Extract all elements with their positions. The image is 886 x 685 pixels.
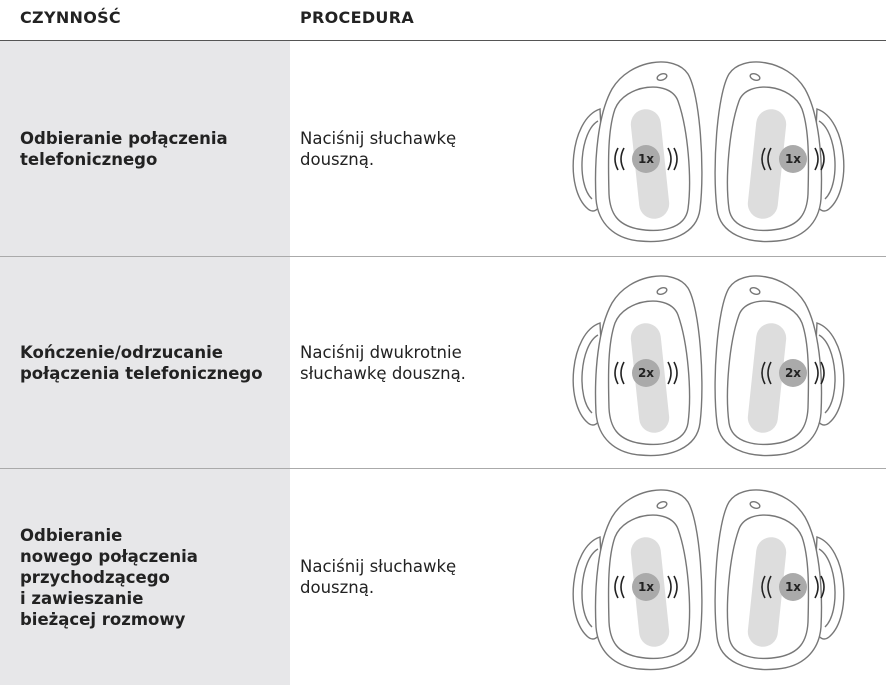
touch-area xyxy=(747,322,787,433)
ear-wing-inner xyxy=(581,548,599,628)
action-line: telefonicznego xyxy=(20,149,158,169)
action-line: połączenia telefonicznego xyxy=(20,363,263,383)
table-row: Odbieranie połączenia telefonicznego Naciś… xyxy=(0,41,886,257)
procedure-line: douszną. xyxy=(300,578,375,597)
action-cell: Odbieranie nowego połączenia przychodząceg… xyxy=(0,469,290,685)
table-row: Kończenie/odrzucanie połączenia telefonic… xyxy=(0,257,886,469)
tap-wave xyxy=(667,361,672,384)
table-header: CZYNNOŚĆ PROCEDURA xyxy=(0,0,886,41)
tap-dot xyxy=(632,144,660,173)
tap-wave xyxy=(614,361,619,384)
tap-wave xyxy=(767,575,772,599)
tap-wave xyxy=(761,575,766,599)
tap-count: 1x xyxy=(638,152,654,166)
action-cell: Odbieranie połączenia telefonicznego xyxy=(0,41,290,256)
tap-wave xyxy=(814,575,819,599)
action-line: Odbieranie xyxy=(20,525,123,545)
tap-count: 1x xyxy=(638,580,654,594)
ear-wing-inner xyxy=(581,333,599,414)
earbud-sensor xyxy=(656,501,668,509)
tap-wave xyxy=(820,361,825,384)
touch-area xyxy=(747,537,787,647)
procedure-cell: Naciśnij dwukrotnie słuchawkę douszną. xyxy=(300,257,550,468)
tap-count: 2x xyxy=(785,366,801,380)
action-cell: Kończenie/odrzucanie połączenia telefonic… xyxy=(0,257,290,468)
tap-wave xyxy=(620,147,625,170)
action-line: nowego połączenia xyxy=(20,546,198,566)
column-header: PROCEDURA xyxy=(300,8,414,27)
procedure-line: douszną. xyxy=(300,149,375,169)
action-line: Kończenie/odrzucanie xyxy=(20,342,223,362)
earbud-shape xyxy=(714,274,845,456)
tap-wave xyxy=(620,575,625,599)
ear-wing-inner xyxy=(818,548,836,628)
tap-wave xyxy=(667,575,672,599)
tap-dot xyxy=(779,358,807,387)
tap-wave xyxy=(820,147,825,170)
tap-wave xyxy=(820,575,825,599)
action-line: Odbieranie połączenia xyxy=(20,128,228,148)
earbud-shape xyxy=(714,60,845,242)
tap-dot xyxy=(779,573,807,601)
table-row: Odbieranie nowego połączenia przychodząceg… xyxy=(0,469,886,685)
tap-wave xyxy=(767,361,772,384)
procedure-line: Naciśnij dwukrotnie xyxy=(300,342,462,362)
tap-count: 2x xyxy=(638,366,654,380)
tap-count: 1x xyxy=(785,152,801,166)
procedure-line: Naciśnij słuchawkę xyxy=(300,557,457,576)
action-line: i zawieszanie xyxy=(20,588,144,608)
tap-dot xyxy=(632,358,660,387)
tap-wave xyxy=(667,147,672,170)
tap-wave xyxy=(673,575,678,599)
tap-wave xyxy=(673,147,678,170)
procedure-cell: Naciśnij słuchawkę douszną. xyxy=(300,41,550,256)
earbud-sensor xyxy=(656,286,668,295)
tap-count: 1x xyxy=(785,580,801,594)
tap-wave xyxy=(614,147,619,170)
earbud-illustration: 2x xyxy=(714,274,845,456)
procedure-line: Naciśnij słuchawkę xyxy=(300,128,457,148)
touch-area xyxy=(747,108,787,219)
earbud-illustration: 1x xyxy=(572,60,703,242)
tap-wave xyxy=(761,361,766,384)
earbud-sensor xyxy=(656,72,668,81)
tap-wave xyxy=(814,147,819,170)
tap-dot xyxy=(779,144,807,173)
procedure-cell: Naciśnij słuchawkę douszną. xyxy=(300,469,550,685)
tap-wave xyxy=(761,147,766,170)
tap-dot xyxy=(632,573,660,601)
ear-wing-inner xyxy=(818,119,836,200)
earbud-sensor xyxy=(749,286,761,295)
earbud-illustration: 2x xyxy=(572,274,703,456)
action-line: przychodzącego xyxy=(20,567,170,587)
earbud-sensor xyxy=(749,72,761,81)
action-line: bieżącej rozmowy xyxy=(20,609,186,629)
earbud-shape xyxy=(714,489,845,671)
column-header: CZYNNOŚĆ xyxy=(20,8,121,27)
earbud-sensor xyxy=(749,501,761,509)
tap-wave xyxy=(767,147,772,170)
earbud-illustration: 1x xyxy=(714,489,845,671)
earbud-illustration: 1x xyxy=(572,489,703,671)
ear-wing-inner xyxy=(581,119,599,200)
procedure-line: słuchawkę douszną. xyxy=(300,363,466,383)
tap-wave xyxy=(673,361,678,384)
tap-wave xyxy=(620,361,625,384)
ear-wing-inner xyxy=(818,333,836,414)
earbud-illustration: 1x xyxy=(714,60,845,242)
tap-wave xyxy=(814,361,819,384)
tap-wave xyxy=(614,575,619,599)
